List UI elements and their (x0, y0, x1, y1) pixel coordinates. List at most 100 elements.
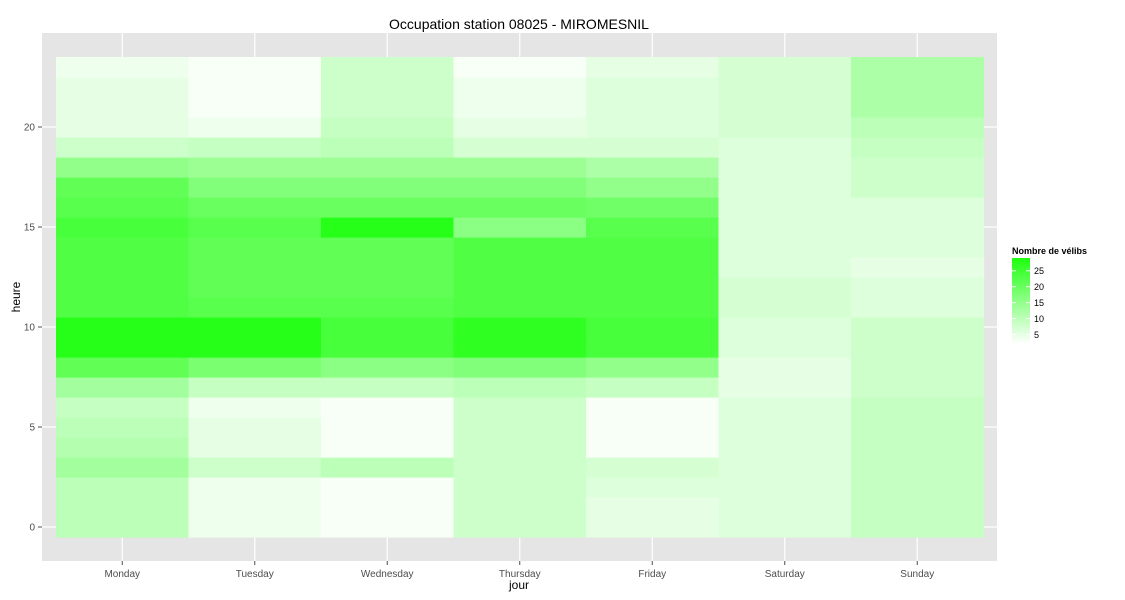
heatmap-cell (718, 297, 852, 318)
heatmap-cell (718, 197, 852, 218)
heatmap-cell (718, 457, 852, 478)
heatmap-cell (453, 297, 587, 318)
heatmap-cell (851, 117, 985, 138)
heatmap-cell (188, 357, 322, 378)
heatmap-cell (188, 197, 322, 218)
heatmap-cell (453, 277, 587, 298)
heatmap-cell (56, 57, 190, 78)
heatmap-cell (56, 397, 190, 418)
heatmap-cell (851, 77, 985, 98)
heatmap-cell (718, 257, 852, 278)
heatmap-cell (453, 417, 587, 438)
heatmap-cell (453, 177, 587, 198)
heatmap-cell (188, 377, 322, 398)
heatmap-cell (718, 437, 852, 458)
heatmap-cell (586, 197, 720, 218)
x-tick-label: Friday (638, 569, 666, 580)
heatmap-cell (321, 477, 455, 498)
heatmap-cell (188, 477, 322, 498)
heatmap-cell (188, 117, 322, 138)
x-axis-ticks: Monday Tuesday Wednesday Thursday Friday Satu… (104, 561, 934, 580)
heatmap-cell (453, 357, 587, 378)
heatmap-cell (586, 137, 720, 158)
heatmap-cell (586, 517, 720, 538)
legend-label: 10 (1034, 314, 1044, 324)
heatmap-cell (321, 317, 455, 338)
heatmap-cell (586, 397, 720, 418)
heatmap-cell (56, 417, 190, 438)
heatmap-cell (718, 357, 852, 378)
heatmap-cell (851, 337, 985, 358)
heatmap-cell (718, 217, 852, 238)
heatmap-cell (453, 57, 587, 78)
heatmap-cell (56, 97, 190, 118)
heatmap-cell (56, 257, 190, 278)
heatmap-cell (188, 57, 322, 78)
heatmap-cell (586, 457, 720, 478)
heatmap-cell (851, 297, 985, 318)
heatmap-cell (188, 257, 322, 278)
heatmap-cell (586, 297, 720, 318)
heatmap-cell (321, 117, 455, 138)
heatmap-cell (851, 437, 985, 458)
heatmap-cell (718, 497, 852, 518)
heatmap-cell (188, 157, 322, 178)
heatmap-cell (586, 417, 720, 438)
legend-color-bar (1012, 258, 1030, 344)
heatmap-cell (188, 317, 322, 338)
heatmap-cell (321, 157, 455, 178)
heatmap-cell (586, 497, 720, 518)
heatmap-cell (718, 477, 852, 498)
heatmap-cell (321, 397, 455, 418)
heatmap-cell (188, 277, 322, 298)
heatmap-cell (321, 257, 455, 278)
heatmap-cell (56, 217, 190, 238)
heatmap-cell (188, 297, 322, 318)
heatmap-cell (586, 97, 720, 118)
heatmap-cell (586, 217, 720, 238)
heatmap-cell (56, 357, 190, 378)
heatmap-cell (321, 277, 455, 298)
heatmap-cell (321, 297, 455, 318)
legend-ticks: 25 20 15 10 5 (1012, 266, 1044, 340)
heatmap-cell (188, 337, 322, 358)
heatmap-cell (851, 57, 985, 78)
heatmap-cell (718, 177, 852, 198)
heatmap-cell (851, 377, 985, 398)
x-tick-label: Wednesday (361, 569, 414, 580)
heatmap-cell (851, 177, 985, 198)
heatmap-cell (453, 397, 587, 418)
heatmap-cell (453, 217, 587, 238)
y-tick-label: 15 (24, 223, 36, 234)
heatmap-cell (851, 497, 985, 518)
heatmap-cell (851, 197, 985, 218)
chart-title: Occupation station 08025 - MIROMESNIL (389, 16, 649, 32)
heatmap-cell (56, 517, 190, 538)
heatmap-cell (851, 477, 985, 498)
heatmap-cell (321, 377, 455, 398)
heatmap-cell (56, 197, 190, 218)
heatmap-cell (718, 377, 852, 398)
legend: Nombre de vélibs 25 20 15 10 5 (1012, 246, 1087, 344)
heatmap-cell (321, 497, 455, 518)
heatmap-cell (851, 97, 985, 118)
heatmap-cell (188, 517, 322, 538)
heatmap-cell (851, 137, 985, 158)
heatmap-cell (718, 337, 852, 358)
heatmap-cell (453, 497, 587, 518)
heatmap-cell (453, 97, 587, 118)
heatmap-cell (56, 157, 190, 178)
heatmap-cell (188, 417, 322, 438)
y-tick-label: 5 (29, 423, 35, 434)
heatmap-cell (56, 277, 190, 298)
heatmap-cell (321, 177, 455, 198)
heatmap-cell (586, 177, 720, 198)
legend-label: 5 (1034, 330, 1039, 340)
heatmap-cell (453, 237, 587, 258)
heatmap-cell (586, 257, 720, 278)
y-axis-title: heure (9, 281, 23, 312)
heatmap-cell (718, 137, 852, 158)
heatmap-cell (851, 357, 985, 378)
heatmap-cell (188, 77, 322, 98)
heatmap-cell (586, 437, 720, 458)
